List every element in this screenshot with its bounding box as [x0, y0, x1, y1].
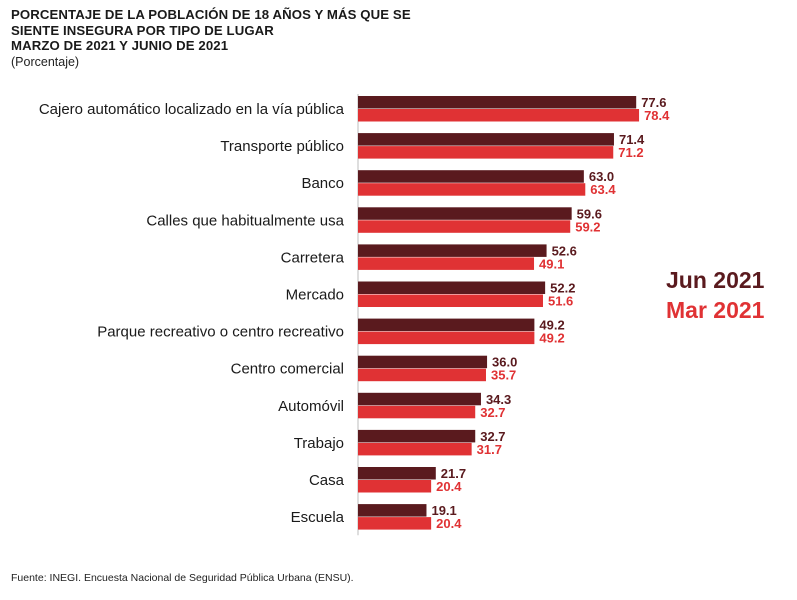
category-label: Parque recreativo o centro recreativo — [97, 324, 344, 341]
legend-item-jun: Jun 2021 — [666, 267, 765, 293]
chart-title-line-3: MARZO DE 2021 Y JUNIO DE 2021 — [11, 38, 229, 53]
category-label: Banco — [301, 175, 344, 192]
bar-jun-2021 — [358, 467, 436, 480]
chart-legend: Jun 2021 Mar 2021 — [666, 265, 764, 325]
value-label-jun-2021: 59.6 — [577, 206, 602, 221]
legend-item-mar: Mar 2021 — [666, 297, 765, 323]
chart-title-block: PORCENTAJE DE LA POBLACIÓN DE 18 AÑOS Y … — [11, 7, 411, 70]
bar-jun-2021 — [358, 392, 481, 406]
value-label-mar-2021: 59.2 — [575, 219, 600, 234]
category-label: Trabajo — [294, 435, 344, 452]
bar-mar-2021 — [358, 183, 586, 196]
category-label: Carretera — [281, 249, 345, 266]
chart-title-line-1: PORCENTAJE DE LA POBLACIÓN DE 18 AÑOS Y … — [11, 7, 411, 22]
value-label-jun-2021: 71.4 — [619, 132, 645, 147]
bar-mar-2021 — [358, 405, 476, 419]
category-label: Transporte público — [220, 138, 344, 155]
chart-title-line-2: SIENTE INSEGURA POR TIPO DE LUGAR — [11, 22, 274, 38]
chart-unit: (Porcentaje) — [11, 54, 80, 69]
bar-mar-2021 — [358, 146, 614, 159]
value-label-mar-2021: 35.7 — [491, 368, 516, 383]
value-label-jun-2021: 52.2 — [550, 281, 575, 296]
value-label-mar-2021: 63.4 — [590, 182, 616, 197]
value-label-mar-2021: 31.7 — [477, 442, 502, 457]
value-label-jun-2021: 21.7 — [441, 466, 466, 481]
bar-jun-2021 — [358, 244, 547, 257]
bar-mar-2021 — [358, 517, 432, 530]
category-label: Automóvil — [278, 398, 344, 415]
category-label: Escuela — [291, 509, 345, 526]
value-label-mar-2021: 49.2 — [539, 331, 564, 346]
value-label-jun-2021: 49.2 — [539, 318, 564, 333]
bar-mar-2021 — [358, 220, 571, 233]
value-label-mar-2021: 51.6 — [548, 294, 573, 309]
bar-jun-2021 — [358, 281, 546, 294]
bar-jun-2021 — [358, 504, 427, 517]
bar-jun-2021 — [358, 318, 535, 332]
category-label: Casa — [309, 472, 345, 489]
value-label-jun-2021: 19.1 — [431, 503, 456, 518]
value-label-mar-2021: 78.4 — [644, 108, 670, 123]
value-label-jun-2021: 34.3 — [486, 392, 511, 407]
bar-mar-2021 — [358, 257, 535, 270]
bar-jun-2021 — [358, 355, 488, 369]
category-label: Mercado — [286, 287, 344, 304]
value-label-jun-2021: 36.0 — [492, 355, 517, 370]
category-label: Calles que habitualmente usa — [146, 212, 344, 229]
bar-mar-2021 — [358, 368, 486, 382]
category-label: Cajero automático localizado en la vía p… — [39, 101, 345, 118]
value-label-jun-2021: 63.0 — [589, 169, 614, 184]
bar-jun-2021 — [358, 170, 584, 183]
bar-mar-2021 — [358, 442, 472, 456]
source-note: Fuente: INEGI. Encuesta Nacional de Segu… — [11, 572, 354, 584]
category-label: Centro comercial — [231, 361, 344, 378]
bar-jun-2021 — [358, 429, 476, 443]
bar-mar-2021 — [358, 294, 543, 307]
bar-jun-2021 — [358, 133, 614, 146]
value-label-mar-2021: 71.2 — [618, 145, 643, 160]
bar-jun-2021 — [358, 207, 572, 220]
bar-mar-2021 — [358, 109, 640, 122]
value-label-jun-2021: 32.7 — [480, 429, 505, 444]
value-label-jun-2021: 52.6 — [552, 243, 577, 258]
value-label-mar-2021: 49.1 — [539, 256, 564, 271]
value-label-jun-2021: 77.6 — [641, 95, 666, 110]
value-label-mar-2021: 20.4 — [436, 479, 462, 494]
value-label-mar-2021: 20.4 — [436, 516, 462, 531]
bar-mar-2021 — [358, 331, 535, 345]
bar-mar-2021 — [358, 480, 432, 493]
bar-jun-2021 — [358, 96, 637, 109]
value-label-mar-2021: 32.7 — [480, 405, 505, 420]
